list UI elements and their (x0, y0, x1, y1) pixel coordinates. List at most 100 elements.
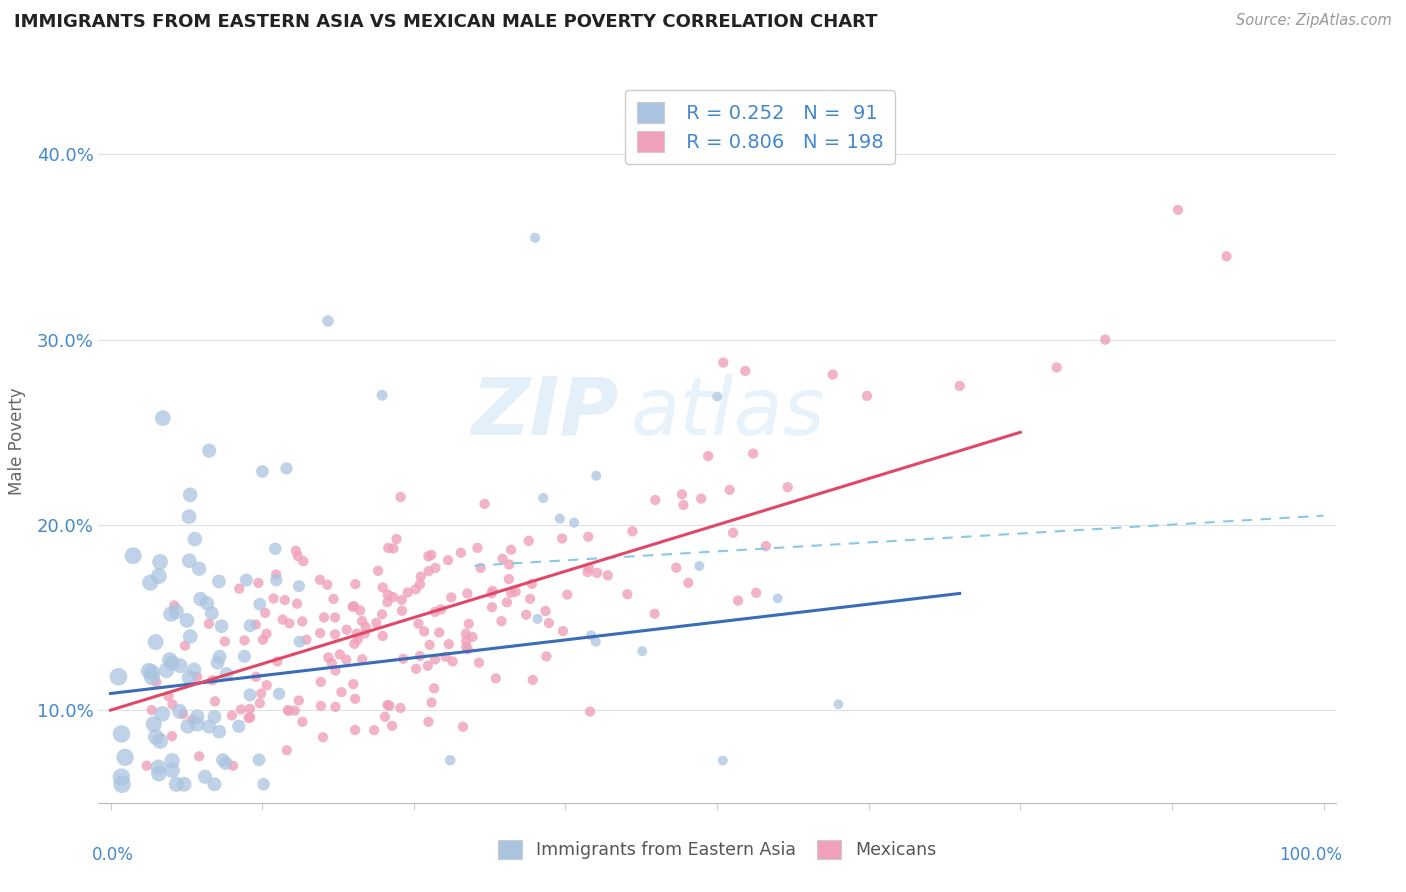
Point (295, 632, 318, 647)
Point (585, 634, 607, 648)
Point (239, 710, 262, 724)
Point (263, 591, 285, 606)
Point (148, 569, 170, 583)
Point (498, 558, 520, 572)
Text: 0.0%: 0.0% (93, 847, 134, 864)
Point (343, 637, 366, 651)
Point (163, 599, 186, 613)
Point (392, 652, 415, 666)
Point (343, 599, 366, 613)
Point (766, 591, 789, 606)
Point (145, 675, 167, 690)
Point (323, 627, 346, 641)
Point (250, 687, 273, 701)
Point (409, 648, 432, 663)
Point (238, 711, 260, 725)
Point (856, 389, 879, 403)
Point (418, 714, 440, 729)
Point (278, 616, 301, 631)
Point (727, 593, 749, 607)
Point (616, 587, 638, 601)
Point (391, 604, 413, 618)
Point (536, 649, 558, 664)
Point (596, 568, 619, 582)
Point (159, 653, 181, 667)
Text: atlas: atlas (630, 374, 825, 451)
Point (755, 539, 778, 553)
Point (228, 582, 250, 596)
Point (585, 468, 607, 483)
Point (468, 656, 491, 670)
Point (325, 699, 347, 714)
Point (631, 644, 654, 658)
Point (776, 480, 799, 494)
Point (461, 630, 484, 644)
Point (440, 591, 463, 605)
Point (409, 569, 432, 583)
Point (316, 314, 339, 328)
Point (245, 670, 267, 684)
Point (291, 714, 314, 729)
Point (148, 766, 170, 780)
Point (434, 649, 457, 664)
Point (644, 607, 666, 621)
Point (169, 658, 191, 673)
Point (211, 753, 233, 767)
Point (318, 650, 340, 665)
Point (330, 685, 353, 699)
Point (141, 665, 163, 680)
Point (344, 577, 367, 591)
Point (419, 638, 441, 652)
Point (420, 548, 443, 562)
Point (457, 616, 479, 631)
Point (150, 706, 173, 721)
Point (586, 566, 609, 580)
Point (344, 691, 367, 706)
Point (239, 688, 262, 702)
Point (711, 355, 734, 369)
Point (423, 652, 446, 666)
Point (742, 446, 765, 460)
Point (188, 562, 211, 576)
Point (145, 635, 167, 649)
Point (309, 626, 332, 640)
Text: IMMIGRANTS FROM EASTERN ASIA VS MEXICAN MALE POVERTY CORRELATION CHART: IMMIGRANTS FROM EASTERN ASIA VS MEXICAN … (14, 13, 877, 31)
Point (256, 627, 278, 641)
Point (249, 597, 271, 611)
Point (644, 493, 666, 508)
Point (470, 561, 492, 575)
Point (382, 590, 405, 604)
Point (672, 498, 695, 512)
Point (499, 542, 522, 557)
Point (208, 574, 231, 589)
Point (162, 698, 184, 712)
Point (456, 640, 478, 654)
Point (274, 593, 297, 607)
Point (439, 753, 461, 767)
Point (352, 652, 374, 666)
Point (312, 610, 335, 624)
Point (420, 695, 443, 709)
Point (329, 648, 352, 662)
Point (149, 555, 172, 569)
Point (711, 754, 734, 768)
Point (152, 411, 174, 425)
Point (228, 719, 250, 733)
Point (276, 461, 298, 475)
Point (198, 720, 221, 734)
Point (169, 704, 191, 718)
Point (195, 596, 218, 610)
Point (186, 717, 208, 731)
Point (247, 576, 270, 591)
Point (309, 675, 332, 690)
Point (177, 509, 200, 524)
Point (1215, 249, 1237, 263)
Point (665, 560, 688, 574)
Point (183, 663, 205, 677)
Point (491, 614, 513, 628)
Point (718, 483, 741, 497)
Point (172, 707, 194, 722)
Point (1094, 333, 1116, 347)
Point (423, 605, 446, 619)
Point (697, 449, 720, 463)
